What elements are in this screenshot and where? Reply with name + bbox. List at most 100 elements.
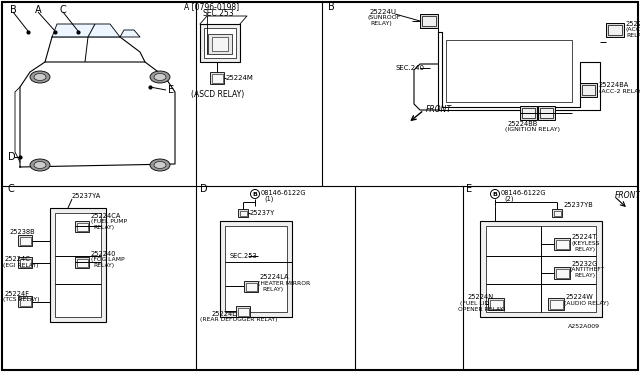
Bar — [554, 267, 570, 279]
Bar — [550, 299, 563, 308]
Text: 25224W: 25224W — [566, 294, 594, 300]
Text: SEC.253: SEC.253 — [202, 10, 234, 19]
Ellipse shape — [30, 71, 50, 83]
Text: 08146-6122G: 08146-6122G — [261, 190, 307, 196]
Bar — [220, 221, 292, 317]
Text: (SUNROOF: (SUNROOF — [368, 16, 401, 20]
Bar — [554, 211, 561, 215]
Bar — [548, 298, 564, 310]
Text: 25224B: 25224B — [626, 21, 640, 27]
Bar — [225, 226, 287, 312]
Ellipse shape — [34, 74, 46, 80]
Bar — [520, 106, 537, 120]
Bar — [480, 221, 602, 317]
Text: 25224T: 25224T — [572, 234, 597, 240]
Text: (KEYLESS: (KEYLESS — [572, 241, 600, 246]
Text: E: E — [168, 85, 174, 95]
Text: 25224CA: 25224CA — [91, 213, 122, 219]
Bar — [556, 240, 568, 248]
Bar — [446, 40, 572, 102]
Text: 25224BB: 25224BB — [508, 121, 538, 127]
Ellipse shape — [30, 159, 50, 171]
Text: 25238B: 25238B — [10, 229, 36, 235]
Text: 08146-6122G: 08146-6122G — [501, 190, 547, 196]
Bar — [18, 257, 32, 268]
Bar — [606, 23, 624, 37]
Text: (REAR DEFOGGER RELAY): (REAR DEFOGGER RELAY) — [200, 317, 278, 323]
Bar — [211, 74, 223, 83]
Polygon shape — [120, 30, 140, 37]
Bar — [540, 108, 553, 118]
Text: C: C — [60, 5, 67, 15]
Bar — [200, 24, 240, 62]
Text: 25237Y: 25237Y — [250, 210, 275, 216]
Text: RELAY): RELAY) — [574, 273, 595, 279]
Text: SEC.240: SEC.240 — [395, 65, 424, 71]
Bar — [422, 16, 436, 26]
Bar — [486, 226, 596, 312]
Text: 25232G: 25232G — [572, 261, 598, 267]
Text: B: B — [328, 2, 335, 12]
Text: SEC.253: SEC.253 — [230, 253, 258, 259]
Bar — [204, 28, 236, 58]
Bar — [75, 257, 89, 268]
Ellipse shape — [150, 71, 170, 83]
Bar — [19, 259, 31, 266]
Text: 25237YB: 25237YB — [564, 202, 594, 208]
Text: RELAY): RELAY) — [574, 247, 595, 251]
Text: RELAY): RELAY) — [93, 263, 114, 269]
Text: (2): (2) — [504, 196, 513, 202]
Text: D: D — [200, 184, 207, 194]
Text: (AUDIO RELAY): (AUDIO RELAY) — [564, 301, 609, 305]
Bar — [239, 211, 246, 215]
Bar — [488, 298, 504, 310]
Bar — [238, 209, 248, 217]
Bar — [18, 296, 32, 307]
Text: 25237YA: 25237YA — [72, 193, 101, 199]
Text: (FUEL PUMP: (FUEL PUMP — [91, 219, 127, 224]
Bar — [490, 299, 502, 308]
Text: 25224U: 25224U — [370, 9, 397, 15]
Text: FRONT: FRONT — [615, 190, 640, 199]
Bar — [19, 237, 31, 244]
Bar — [244, 281, 258, 292]
Bar — [556, 269, 568, 278]
Bar — [208, 34, 232, 54]
Text: (1): (1) — [264, 196, 273, 202]
Text: RELAY): RELAY) — [370, 22, 392, 26]
Bar — [554, 238, 570, 250]
Polygon shape — [52, 24, 120, 37]
Text: (ANTITHEFT: (ANTITHEFT — [570, 267, 605, 273]
Text: (FOG LAMP: (FOG LAMP — [91, 257, 125, 263]
Text: 252240: 252240 — [91, 251, 116, 257]
Bar — [580, 83, 597, 97]
Text: (TCS RELAY): (TCS RELAY) — [3, 298, 40, 302]
Text: RELAY): RELAY) — [626, 32, 640, 38]
Text: B: B — [10, 5, 17, 15]
Text: (EGI RELAY): (EGI RELAY) — [3, 263, 38, 267]
Text: 25224L: 25224L — [212, 311, 237, 317]
Text: C: C — [8, 184, 15, 194]
Bar — [237, 308, 248, 315]
Text: A252A009: A252A009 — [568, 324, 600, 330]
Text: (ACC-2 RELAY): (ACC-2 RELAY) — [599, 89, 640, 93]
Text: 25224C: 25224C — [5, 256, 31, 262]
Polygon shape — [438, 32, 600, 110]
Polygon shape — [45, 37, 145, 62]
Bar — [582, 85, 595, 95]
Bar — [19, 298, 31, 305]
Ellipse shape — [154, 161, 166, 169]
Text: B: B — [493, 192, 497, 196]
Bar — [552, 209, 562, 217]
Text: RELAY): RELAY) — [93, 224, 114, 230]
Bar — [50, 208, 106, 322]
Ellipse shape — [34, 161, 46, 169]
Text: A [0796-0198]: A [0796-0198] — [184, 3, 239, 12]
Bar — [75, 221, 89, 232]
Text: 25224M: 25224M — [226, 75, 254, 81]
Text: 25224BA: 25224BA — [599, 82, 629, 88]
Polygon shape — [414, 64, 438, 110]
Bar — [420, 14, 438, 28]
Bar — [18, 235, 32, 246]
Text: (HEATER MIRROR: (HEATER MIRROR — [258, 280, 310, 285]
